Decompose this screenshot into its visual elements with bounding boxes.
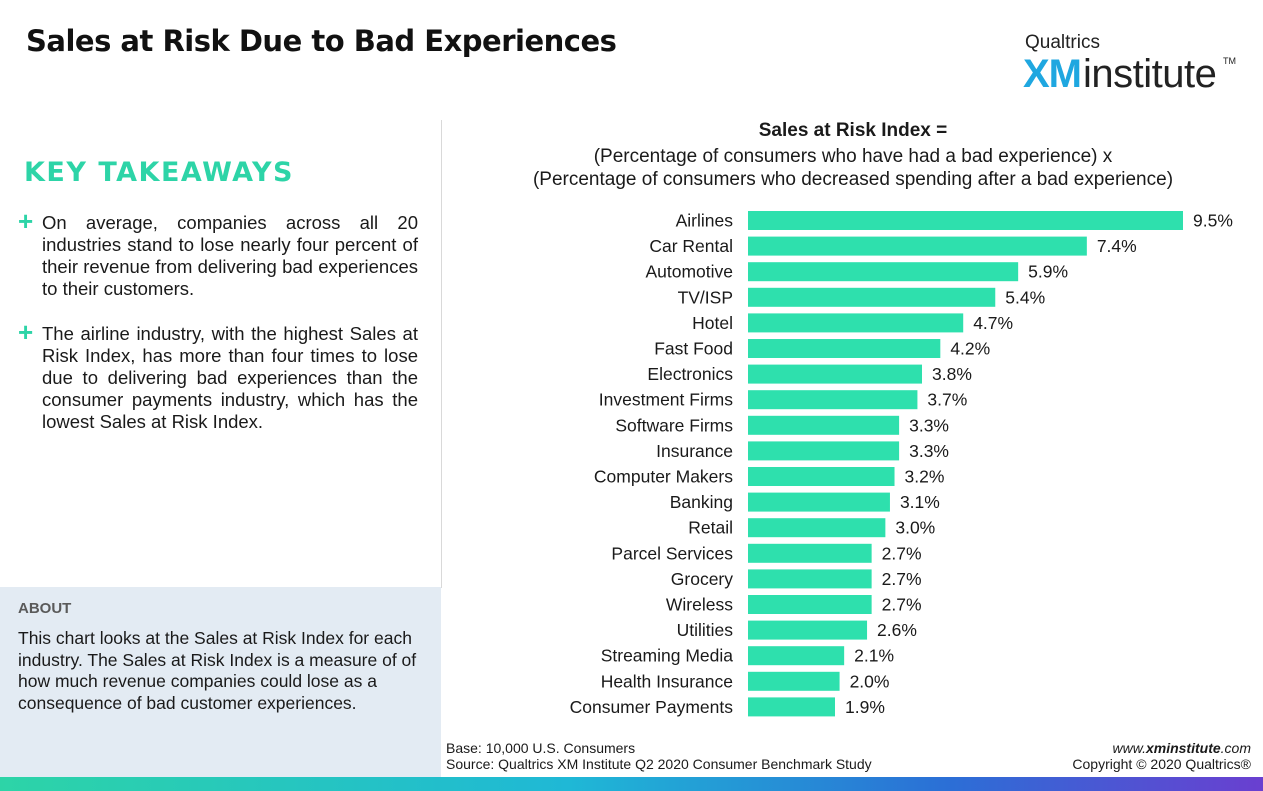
category-label: Airlines <box>676 211 734 231</box>
page-title: Sales at Risk Due to Bad Experiences <box>26 24 617 58</box>
value-label: 7.4% <box>1097 236 1137 256</box>
value-label: 1.9% <box>845 697 885 717</box>
value-label: 3.0% <box>895 518 935 538</box>
bar <box>748 364 922 384</box>
takeaway-text: The airline industry, with the highest S… <box>42 323 418 432</box>
bar <box>748 595 872 614</box>
bar <box>748 671 840 691</box>
bar <box>748 543 872 563</box>
value-label: 3.7% <box>927 390 967 410</box>
bar <box>748 390 918 410</box>
value-label: 5.9% <box>1028 262 1068 282</box>
category-label: Investment Firms <box>599 390 733 410</box>
qualtrics-xm-institute-logo: Qualtrics XM institute TM <box>1023 30 1236 96</box>
value-label: 2.0% <box>850 671 890 691</box>
value-label: 5.4% <box>1005 287 1045 307</box>
value-label: 2.7% <box>882 595 922 615</box>
bar <box>748 262 1019 282</box>
category-label: Health Insurance <box>601 671 733 691</box>
sales-at-risk-bar-chart: Airlines 9.5% Car Rental 7.4% Automotive 5.9%… <box>570 211 1233 717</box>
takeaway-text: On average, companies across all 20 indu… <box>42 212 418 299</box>
category-label: Banking <box>670 492 733 512</box>
category-label: Fast Food <box>654 339 733 359</box>
category-label: Hotel <box>692 313 733 333</box>
value-label: 3.3% <box>909 415 949 435</box>
key-takeaways-heading: KEY TAKEAWAYS <box>24 157 294 188</box>
bar <box>748 211 1183 230</box>
bar <box>748 467 895 486</box>
category-label: Insurance <box>656 441 733 461</box>
category-label: Parcel Services <box>611 543 733 563</box>
footer-credit: www.xminstitute.com Copyright © 2020 Qua… <box>1072 740 1251 772</box>
footer-source-text: Source: Qualtrics XM Institute Q2 2020 C… <box>446 756 872 772</box>
takeaway-item: + The airline industry, with the highest… <box>18 317 418 433</box>
category-label: Electronics <box>647 364 733 384</box>
value-label: 2.7% <box>882 543 922 563</box>
category-label: Retail <box>688 518 733 538</box>
takeaway-item: + On average, companies across all 20 in… <box>18 206 418 300</box>
logo-qualtrics-text: Qualtrics <box>1025 32 1100 53</box>
about-title: ABOUT <box>18 600 72 617</box>
plus-icon: + <box>18 317 34 347</box>
category-label: Software Firms <box>615 415 733 435</box>
logo-tm-mark: TM <box>1223 56 1236 66</box>
category-label: Utilities <box>677 620 734 640</box>
bar <box>748 415 900 435</box>
bar <box>748 492 890 512</box>
value-label: 3.1% <box>900 492 940 512</box>
category-label: Grocery <box>671 569 733 589</box>
value-label: 2.7% <box>882 569 922 589</box>
website-link[interactable]: www.xminstitute.com <box>1112 740 1251 756</box>
value-label: 4.2% <box>950 339 990 359</box>
bar <box>748 697 835 717</box>
logo-institute-text: institute <box>1083 52 1217 96</box>
logo-xm-text: XM <box>1023 52 1082 96</box>
category-label: Car Rental <box>649 236 733 256</box>
value-label: 9.5% <box>1193 211 1233 231</box>
chart-title: Sales at Risk Index = <box>758 120 948 141</box>
value-label: 2.1% <box>854 646 894 666</box>
category-label: Computer Makers <box>594 467 733 487</box>
bar <box>748 518 886 538</box>
copyright-text: Copyright © 2020 Qualtrics® <box>1072 756 1251 772</box>
bar <box>748 236 1087 256</box>
bar <box>748 620 868 640</box>
value-label: 3.3% <box>909 441 949 461</box>
bar <box>748 313 964 333</box>
bar <box>748 441 900 461</box>
bar <box>748 646 845 666</box>
bar <box>748 287 996 307</box>
section-divider <box>441 120 442 588</box>
category-label: TV/ISP <box>678 287 733 307</box>
category-label: Automotive <box>645 262 733 282</box>
bar <box>748 339 941 358</box>
value-label: 3.2% <box>905 467 945 487</box>
category-label: Wireless <box>666 595 733 615</box>
about-text: This chart looks at the Sales at Risk In… <box>18 628 417 713</box>
chart-formula-line-2: (Percentage of consumers who decreased s… <box>532 169 1174 190</box>
value-label: 3.8% <box>932 364 972 384</box>
value-label: 4.7% <box>973 313 1013 333</box>
category-label: Streaming Media <box>601 646 734 666</box>
about-panel: ABOUT This chart looks at the Sales at R… <box>0 587 441 777</box>
chart-formula-line-1: (Percentage of consumers who have had a … <box>593 146 1113 167</box>
footer-source: Base: 10,000 U.S. Consumers Source: Qual… <box>446 740 872 772</box>
gradient-footer-bar <box>0 777 1263 791</box>
value-label: 2.6% <box>877 620 917 640</box>
plus-icon: + <box>18 206 34 236</box>
bar <box>748 569 872 589</box>
category-label: Consumer Payments <box>570 697 734 717</box>
footer-base: Base: 10,000 U.S. Consumers <box>446 740 636 756</box>
